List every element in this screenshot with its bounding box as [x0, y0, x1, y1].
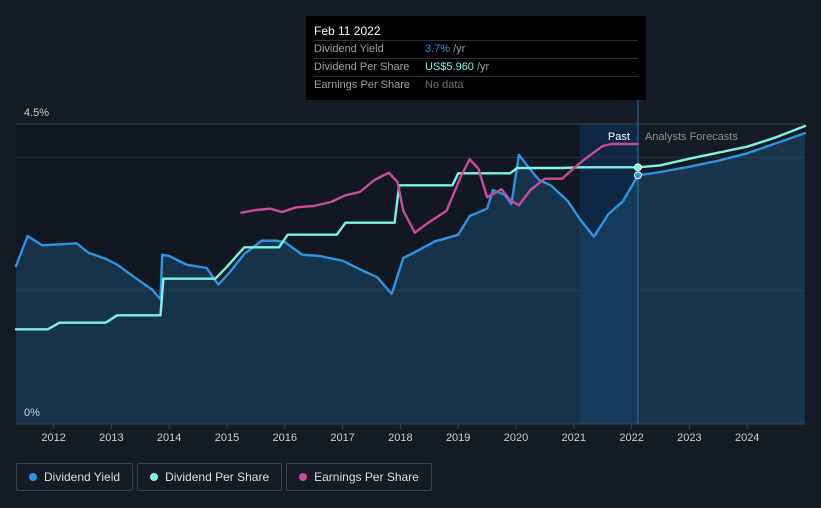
hover-marker — [633, 171, 642, 180]
tooltip-value: US$5.960 — [425, 61, 474, 73]
x-tick-label: 2021 — [562, 432, 586, 444]
legend-dot-icon — [150, 473, 159, 481]
tooltip-value: No data — [425, 79, 464, 91]
legend-dot-icon — [299, 473, 308, 481]
x-tick-label: 2015 — [215, 432, 239, 444]
series-areas — [16, 133, 805, 425]
chart-legend: Dividend Yield Dividend Per Share Earnin… — [16, 463, 432, 491]
dividend-yield-area — [16, 133, 805, 425]
forecast-region-label: Analysts Forecasts — [645, 131, 738, 143]
x-tick-label: 2017 — [330, 432, 354, 444]
y-axis-bottom-label: 0% — [24, 407, 40, 419]
x-axis-ticks: 2012 2013 2014 2015 2016 2017 2018 2019 2020 2021… — [41, 424, 759, 444]
x-tick-label: 2024 — [735, 432, 759, 444]
x-tick-label: 2012 — [41, 432, 65, 444]
dividend-yield-line — [14, 132, 807, 301]
tooltip-date: Feb 11 2022 — [314, 24, 381, 38]
legend-label: Dividend Yield — [44, 470, 121, 484]
tooltip-label: Earnings Per Share — [314, 79, 410, 91]
tooltip-row-earnings-per-share: Earnings Per Share No data — [314, 76, 638, 94]
legend-label: Earnings Per Share — [314, 470, 419, 484]
tooltip-label: Dividend Yield — [314, 43, 384, 55]
hover-tooltip: Feb 11 2022 Dividend Yield 3.7% /yr Divi… — [306, 16, 646, 100]
y-axis-top-label: 4.5% — [24, 107, 49, 119]
tooltip-value: 3.7% — [425, 43, 451, 55]
x-tick-label: 2014 — [157, 432, 181, 444]
legend-item-earnings-per-share[interactable]: Earnings Per Share — [286, 463, 432, 491]
legend-label: Dividend Per Share — [165, 470, 270, 484]
tooltip-row-dividend-per-share: Dividend Per Share US$5.960 /yr — [314, 58, 638, 76]
legend-item-dividend-per-share[interactable]: Dividend Per Share — [137, 463, 283, 491]
x-tick-label: 2022 — [619, 432, 643, 444]
x-tick-label: 2023 — [677, 432, 701, 444]
x-tick-label: 2020 — [504, 432, 528, 444]
x-tick-label: 2013 — [99, 432, 123, 444]
tooltip-label: Dividend Per Share — [314, 61, 410, 73]
earnings-per-share-line — [240, 142, 640, 234]
series-lines — [14, 124, 807, 331]
x-tick-label: 2018 — [388, 432, 412, 444]
x-tick-label: 2016 — [273, 432, 297, 444]
x-tick-label: 2019 — [446, 432, 470, 444]
tooltip-unit: /yr — [476, 61, 490, 73]
hover-marker — [633, 163, 642, 172]
tooltip-row-dividend-yield: Dividend Yield 3.7% /yr — [314, 40, 638, 58]
hover-markers — [633, 163, 642, 180]
legend-item-dividend-yield[interactable]: Dividend Yield — [16, 463, 134, 491]
past-region-label: Past — [608, 131, 630, 143]
dividend-per-share-line — [14, 124, 807, 331]
tooltip-unit: /yr — [453, 43, 466, 55]
legend-dot-icon — [29, 473, 37, 481]
